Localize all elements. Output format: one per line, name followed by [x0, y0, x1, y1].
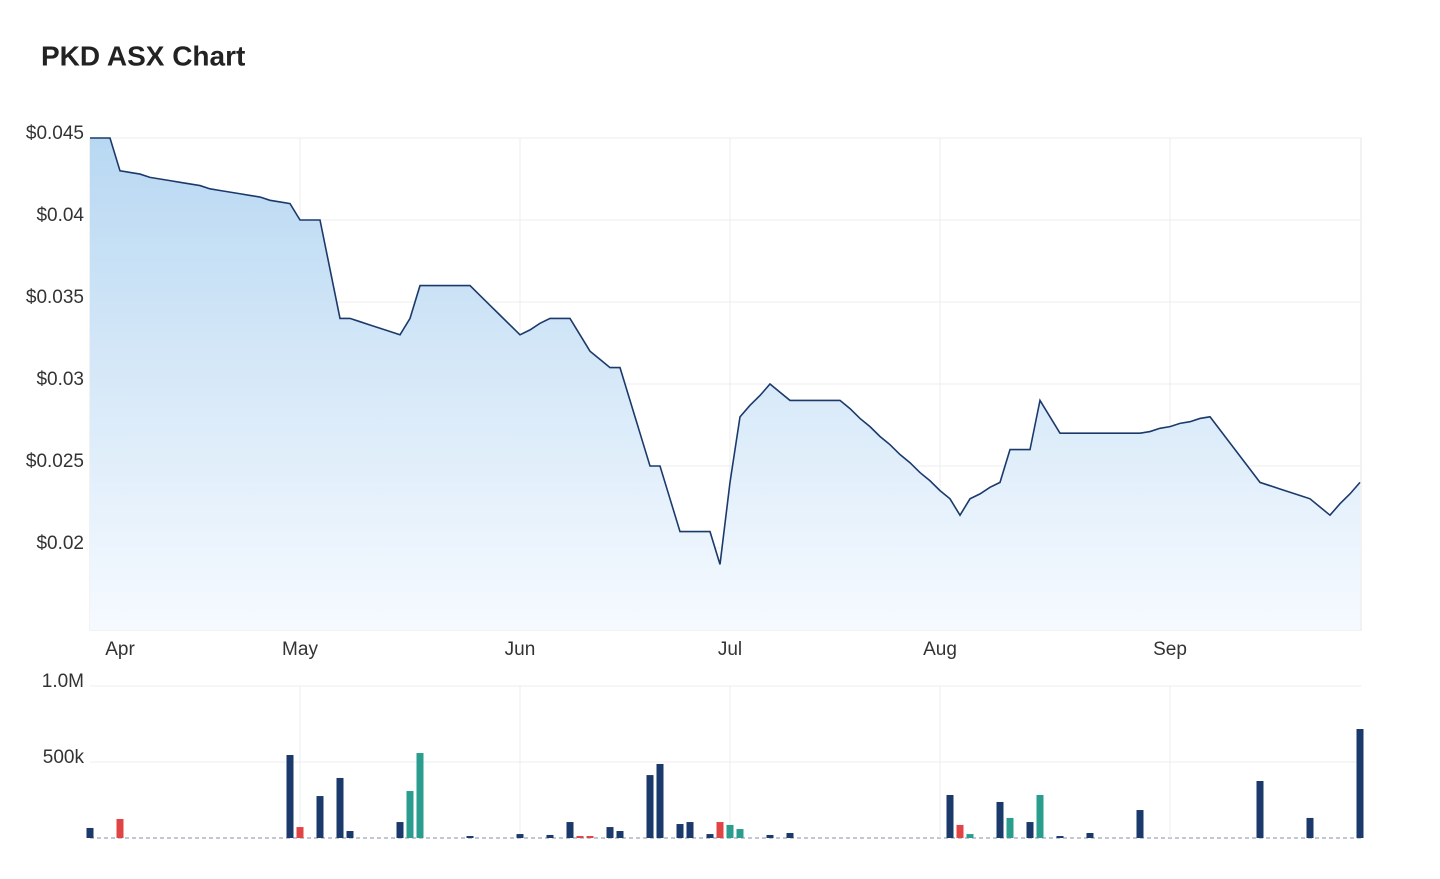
volume-bar — [116, 819, 124, 838]
y-tick-label: $0.04 — [36, 205, 84, 226]
volume-bar — [1026, 822, 1034, 838]
volume-bar — [336, 777, 344, 838]
volume-bar — [346, 831, 354, 838]
volume-bar — [606, 827, 614, 838]
volume-bar — [1086, 832, 1094, 838]
volume-bar — [586, 836, 594, 838]
volume-bar — [1036, 794, 1044, 838]
volume-bar — [726, 824, 734, 838]
x-tick-label: Jul — [718, 639, 742, 660]
volume-bar — [736, 829, 744, 838]
y-tick-label: $0.02 — [36, 533, 84, 554]
volume-bar — [86, 827, 94, 838]
volume-bar — [466, 836, 474, 838]
y-tick-label: 500k — [43, 747, 85, 768]
volume-bar — [1136, 810, 1144, 838]
volume-bar — [966, 834, 974, 838]
x-tick-label: Apr — [105, 639, 135, 660]
y-tick-label: $0.03 — [36, 369, 84, 390]
price-area — [90, 138, 1360, 630]
volume-bar — [996, 801, 1004, 838]
volume-bar — [656, 763, 664, 838]
x-tick-label: Aug — [923, 639, 957, 660]
price-line — [90, 137, 1361, 565]
x-tick-label: Jun — [505, 639, 536, 660]
y-tick-label: 1.0M — [42, 671, 84, 692]
volume-bar — [1256, 781, 1264, 838]
volume-bar — [706, 834, 714, 838]
volume-bar — [646, 775, 654, 838]
volume-bar — [576, 836, 584, 838]
x-tick-label: May — [282, 639, 318, 660]
volume-bar — [766, 834, 774, 838]
x-tick-label: Sep — [1153, 639, 1187, 660]
volume-bar — [1006, 817, 1014, 838]
chart-title: PKD ASX Chart — [41, 40, 245, 71]
y-tick-label: $0.035 — [26, 287, 84, 308]
volume-bar — [686, 822, 694, 838]
volume-bar — [566, 822, 574, 838]
volume-bar — [946, 794, 954, 838]
volume-bar — [516, 834, 524, 838]
volume-bar — [416, 753, 424, 838]
volume-bar — [1356, 729, 1364, 838]
volume-bar — [286, 755, 294, 838]
volume-bar — [616, 831, 624, 838]
volume-bar — [546, 834, 554, 838]
volume-bar — [296, 827, 304, 838]
volume-bar — [786, 832, 794, 838]
y-tick-label: $0.045 — [26, 123, 84, 144]
volume-bar — [396, 822, 404, 838]
volume-bar — [956, 824, 964, 838]
y-tick-label: $0.025 — [26, 451, 84, 472]
volume-bar — [316, 796, 324, 838]
volume-bar — [716, 822, 724, 838]
volume-bar — [1306, 817, 1314, 838]
volume-bar — [676, 824, 684, 838]
volume-bar — [1056, 836, 1064, 838]
volume-bar — [406, 791, 414, 838]
